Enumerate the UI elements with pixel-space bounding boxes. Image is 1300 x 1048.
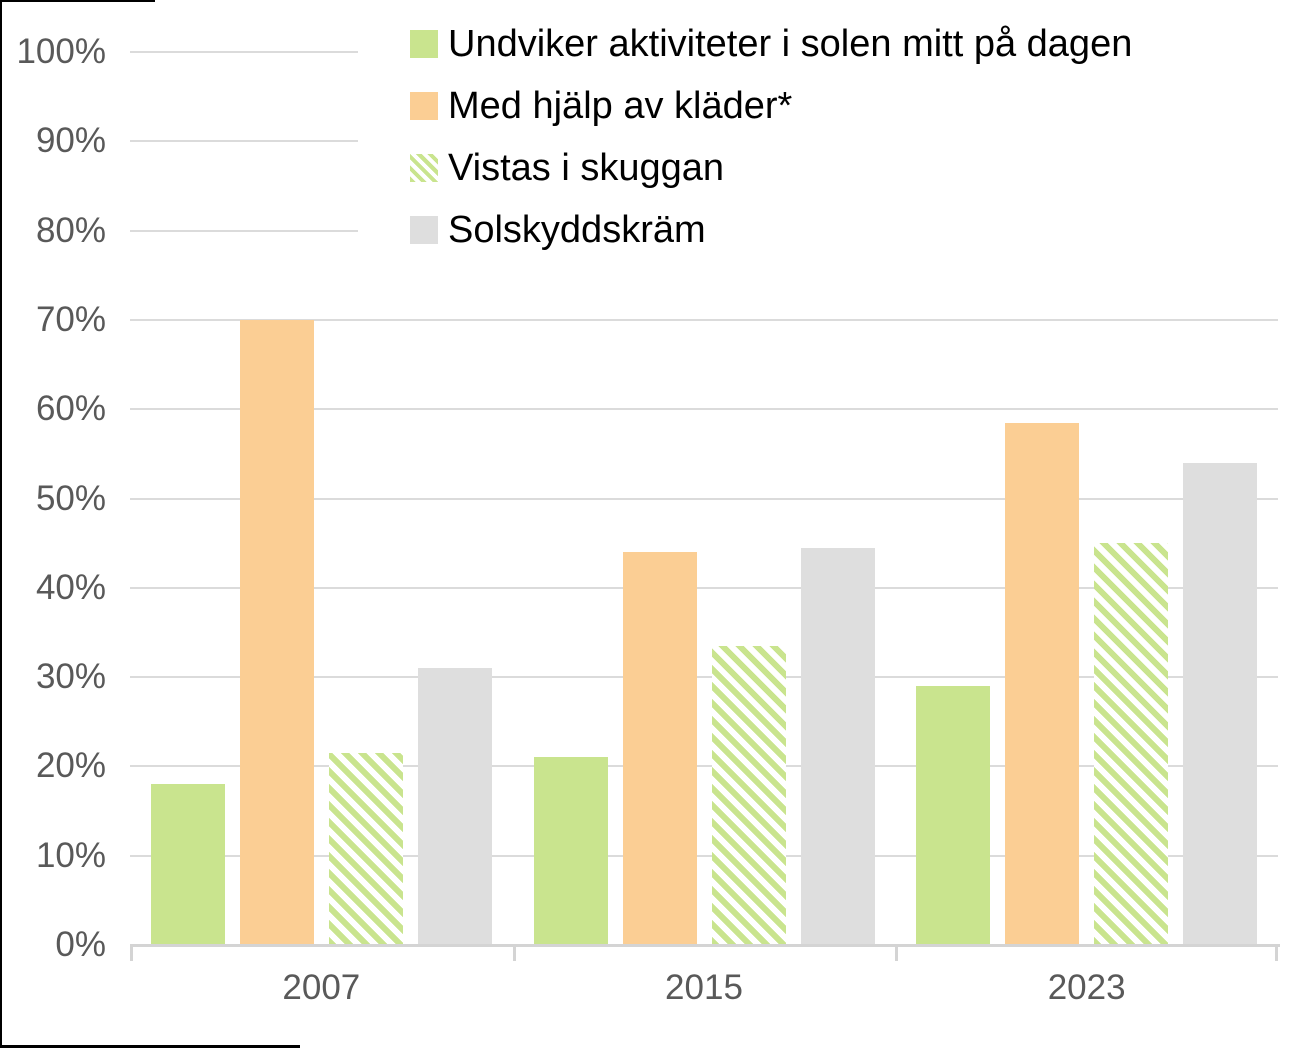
chart-legend: Undviker aktiviteter i solen mitt på dag… <box>358 8 1280 260</box>
x-axis-tick <box>512 944 516 961</box>
gridline <box>130 586 1278 589</box>
gridline <box>130 318 1278 321</box>
bar <box>1183 462 1258 945</box>
screenshot-left-border <box>0 0 2 1048</box>
x-tick-label: 2015 <box>665 968 743 1007</box>
bar <box>328 753 403 945</box>
x-axis-tick <box>895 944 899 961</box>
bar <box>622 552 697 945</box>
bar <box>150 784 225 945</box>
y-tick-label: 10% <box>35 835 106 875</box>
y-tick-label: 30% <box>35 657 106 697</box>
bar <box>800 547 875 945</box>
legend-swatch-icon <box>410 92 438 120</box>
legend-swatch-icon <box>410 154 438 182</box>
bar <box>1094 543 1169 945</box>
x-axis-tick <box>130 944 133 961</box>
legend-item: Undviker aktiviteter i solen mitt på dag… <box>410 24 1280 64</box>
legend-label: Solskyddskräm <box>448 209 706 251</box>
y-tick-label: 40% <box>35 567 106 607</box>
y-tick-label: 0% <box>55 925 106 964</box>
legend-label: Med hjälp av kläder* <box>448 85 793 127</box>
bar <box>239 319 314 945</box>
gridline <box>130 765 1278 768</box>
y-tick-label: 50% <box>35 478 106 518</box>
bar <box>533 757 608 945</box>
legend-swatch-icon <box>410 30 438 58</box>
legend-swatch-icon <box>410 216 438 244</box>
legend-label: Undviker aktiviteter i solen mitt på dag… <box>448 23 1133 65</box>
gridline <box>130 854 1278 857</box>
bar <box>417 668 492 945</box>
x-tick-label: 2007 <box>282 968 361 1007</box>
gridline <box>130 676 1278 679</box>
y-tick-label: 80% <box>35 210 106 250</box>
y-tick-label: 60% <box>35 389 106 429</box>
x-axis-line <box>130 944 1280 947</box>
gridline <box>130 497 1278 500</box>
legend-item: Solskyddskräm <box>410 210 1280 250</box>
y-tick-label: 90% <box>35 121 106 161</box>
screenshot-top-border <box>0 0 155 2</box>
bar-group-2007 <box>130 52 513 945</box>
bar-group-2015 <box>513 52 896 945</box>
bar <box>916 686 991 945</box>
bar-group-2023 <box>895 52 1278 945</box>
y-tick-label: 20% <box>35 746 106 786</box>
y-tick-label: 70% <box>35 299 106 339</box>
legend-item: Med hjälp av kläder* <box>410 86 1280 126</box>
screenshot-bottom-border <box>0 1045 300 1048</box>
y-tick-label: 100% <box>16 32 106 71</box>
x-axis-tick <box>1275 944 1278 961</box>
legend-label: Vistas i skuggan <box>448 147 725 189</box>
plot-area <box>130 52 1278 945</box>
bar <box>1005 422 1080 945</box>
x-tick-label: 2023 <box>1047 968 1126 1007</box>
gridline <box>130 408 1278 411</box>
legend-item: Vistas i skuggan <box>410 148 1280 188</box>
bar <box>711 645 786 945</box>
